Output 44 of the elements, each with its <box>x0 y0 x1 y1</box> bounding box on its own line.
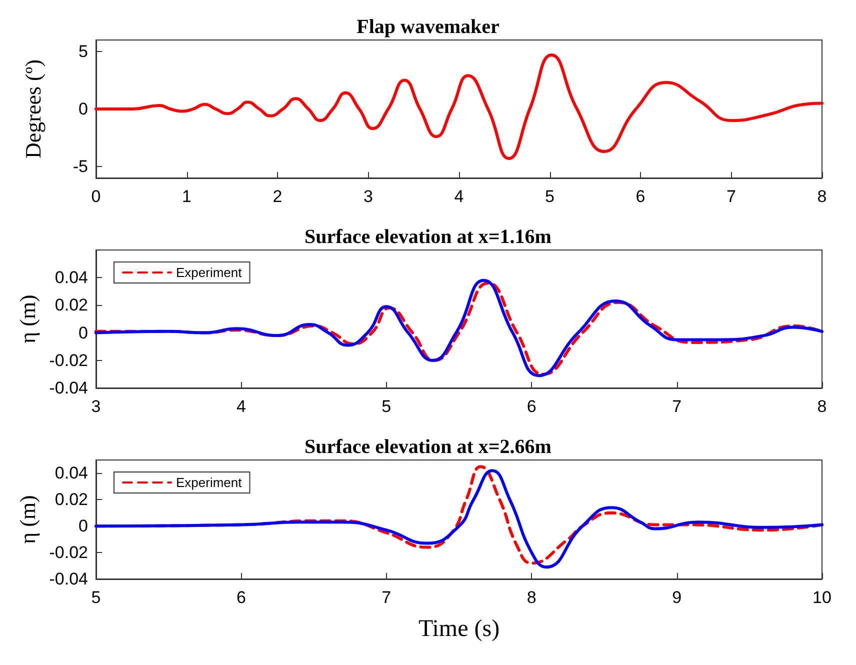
x-tick-label: 5 <box>545 187 554 206</box>
x-tick-label: 3 <box>91 397 101 416</box>
x-tick-label: 5 <box>382 397 392 416</box>
x-tick-label: 4 <box>454 187 464 206</box>
x-axis-title: Time (s) <box>418 616 500 642</box>
x-tick-label: 6 <box>636 187 646 206</box>
y-tick-label: -5 <box>72 157 88 176</box>
y-axis-title: η (m) <box>14 294 40 344</box>
x-tick-label: 5 <box>91 588 101 607</box>
legend-label: Experiment <box>176 265 242 280</box>
y-tick-label: 0 <box>78 516 88 536</box>
chart-title: Surface elevation at x=1.16m <box>304 226 552 248</box>
x-tick-label: 8 <box>817 397 827 416</box>
x-tick-label: 6 <box>236 588 246 607</box>
x-tick-label: 8 <box>817 187 827 206</box>
x-tick-label: 1 <box>182 187 192 206</box>
x-tick-label: 10 <box>812 588 832 607</box>
x-tick-label: 2 <box>272 187 282 206</box>
x-tick-label: 8 <box>526 588 536 607</box>
x-tick-label: 6 <box>526 397 536 416</box>
chart-title: Surface elevation at x=2.66m <box>304 436 552 458</box>
y-tick-label: -0.04 <box>49 378 88 398</box>
line-series <box>94 53 824 160</box>
y-tick-label: -0.04 <box>49 570 88 588</box>
y-tick-label: -0.02 <box>49 350 88 370</box>
y-tick-label: 0.02 <box>54 296 88 315</box>
x-tick-label: 9 <box>672 588 682 607</box>
x-tick-label: 3 <box>364 187 373 206</box>
y-tick-label: 0.04 <box>54 464 88 483</box>
y-tick-label: 0.04 <box>54 268 88 288</box>
x-tick-label: 7 <box>672 397 682 416</box>
y-tick-label: 0 <box>78 100 88 118</box>
x-tick-label: 7 <box>382 588 392 607</box>
legend-label: Experiment <box>176 475 242 490</box>
x-tick-label: 7 <box>726 187 736 206</box>
y-tick-label: -0.02 <box>49 543 88 562</box>
y-axis-title: Degrees (º) <box>20 59 46 159</box>
x-tick-label: 0 <box>91 187 101 206</box>
y-tick-label: 5 <box>78 42 88 61</box>
y-tick-label: 0.02 <box>54 490 88 510</box>
chart-title: Flap wavemaker <box>356 16 500 38</box>
y-axis-title: η (m) <box>14 495 40 544</box>
y-tick-label: 0 <box>78 323 88 342</box>
x-tick-label: 4 <box>236 397 246 416</box>
